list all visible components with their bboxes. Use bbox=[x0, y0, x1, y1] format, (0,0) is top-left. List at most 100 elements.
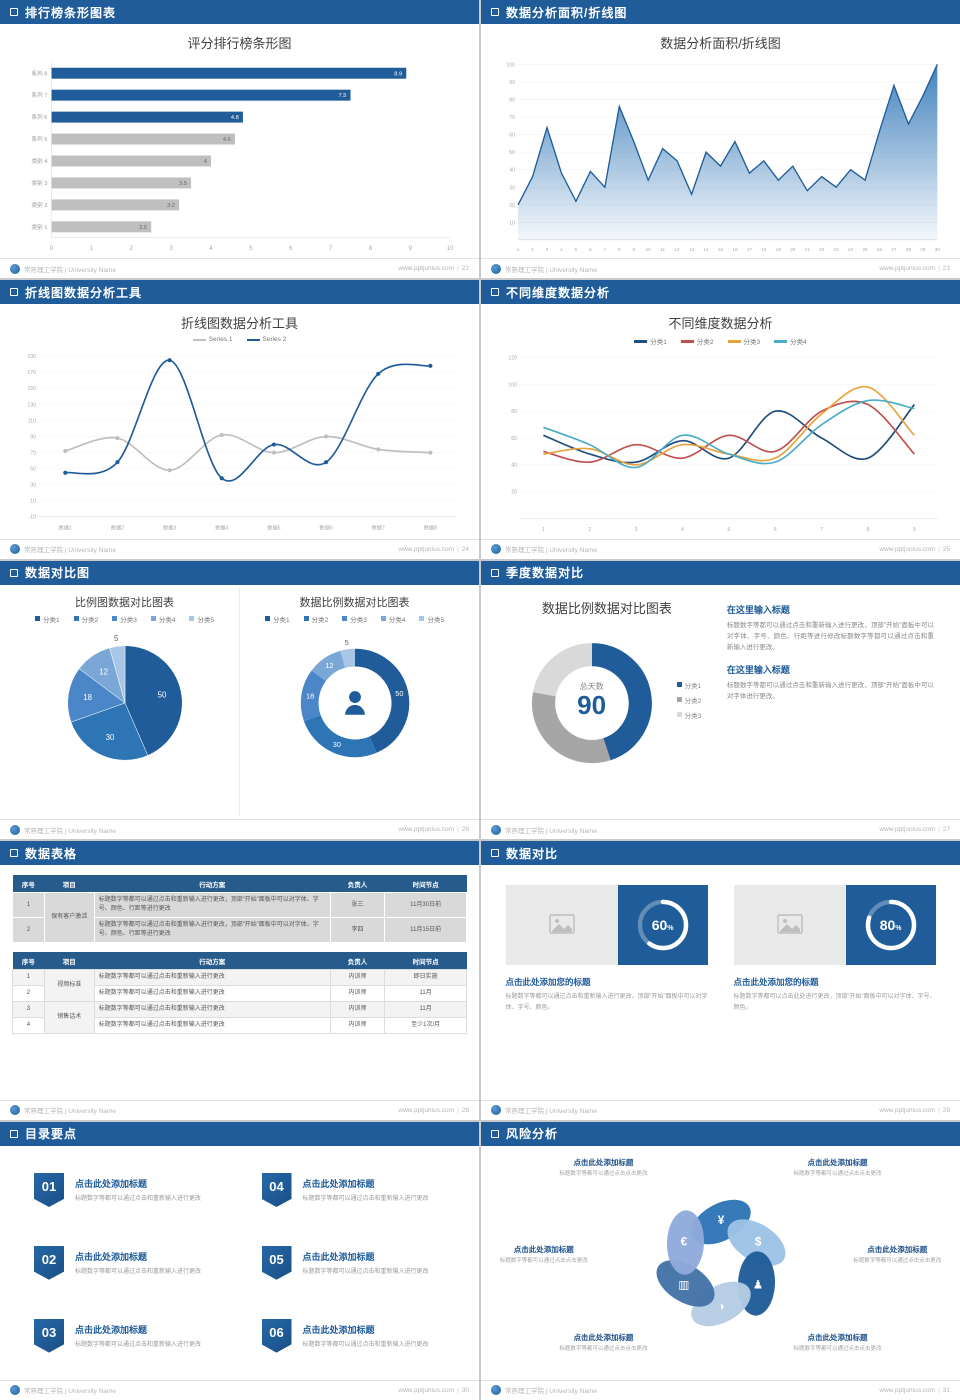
slide-tables: 数据表格 序号 项目 行动方案 负责人 时间节点 1 保有客户激活 bbox=[0, 841, 479, 1120]
legend-item: 分类1 bbox=[34, 614, 60, 624]
legend-label: 分类2 bbox=[684, 697, 702, 705]
risk-caption: 标题数字等都可以通过点击点击更改 bbox=[853, 1258, 942, 1265]
svg-text:23: 23 bbox=[834, 247, 840, 252]
svg-text:5: 5 bbox=[344, 638, 348, 647]
svg-text:1: 1 bbox=[90, 245, 94, 252]
cat3-swatch bbox=[727, 340, 741, 343]
page-number: 28 bbox=[461, 1106, 469, 1114]
slide-area-chart: 数据分析面积/折线图 数据分析面积/折线图 10 20 30 40 50 60 70 80 90… bbox=[481, 0, 960, 279]
svg-text:10: 10 bbox=[509, 220, 515, 226]
svg-text:10: 10 bbox=[30, 499, 36, 505]
svg-text:150: 150 bbox=[27, 387, 36, 393]
svg-text:数据1: 数据1 bbox=[59, 524, 72, 532]
slide-footer: 常熟理工学院 | University Name www.pptjunius.c… bbox=[481, 1379, 960, 1400]
risk-label: 点击此处添加标题 标题数字等都可以通过点击点击更改 bbox=[491, 1244, 597, 1265]
legend-label: 分类3 bbox=[684, 712, 702, 720]
cell-owner: 内训师 bbox=[329, 985, 386, 1003]
risk-label: 点击此处添加标题 标题数字等都可以通过点击点击更改 bbox=[766, 1157, 908, 1178]
cell-plan: 标题数字等都可以通过点击和重新输入进行更改 bbox=[93, 1001, 331, 1019]
svg-text:3: 3 bbox=[546, 247, 549, 252]
svg-text:2: 2 bbox=[130, 245, 134, 252]
website: www.pptjunius.com bbox=[398, 545, 455, 553]
svg-text:5: 5 bbox=[249, 245, 253, 252]
risk-caption: 标题数字等都可以通过点击点击更改 bbox=[559, 1345, 648, 1352]
legend-item: 分类5 bbox=[419, 614, 444, 624]
cell-owner: 张三 bbox=[329, 892, 386, 919]
block-body: 标题数字等都可以通过点击和重新输入进行更改，顶部“开始”面板中可以对字体、字号、… bbox=[726, 621, 934, 651]
svg-text:30: 30 bbox=[509, 185, 515, 191]
cell-plan: 标题数字等都可以通过点击和重新输入进行更改 bbox=[93, 1017, 331, 1035]
svg-text:130: 130 bbox=[27, 403, 36, 409]
legend-label: 分类4 bbox=[388, 616, 406, 624]
legend-item: 分类2 bbox=[73, 614, 99, 624]
website: www.pptjunius.com bbox=[398, 1106, 455, 1114]
svg-text:6: 6 bbox=[774, 527, 777, 533]
risk-label: 点击此处添加标题 标题数字等都可以通过点击点击更改 bbox=[532, 1157, 674, 1178]
school-logo bbox=[10, 824, 20, 835]
footer-separator: | bbox=[938, 826, 940, 834]
col-header: 项目 bbox=[44, 952, 95, 970]
progress-ring-box: 60% bbox=[617, 885, 708, 966]
block-body: 标题数字等都可以通过点击和重新输入进行更改，顶部“开始”面板中可以对字体进行更改… bbox=[726, 681, 934, 700]
risk-label: 点击此处添加标题 标题数字等都可以通过点击点击更改 bbox=[844, 1244, 950, 1265]
table-row: 1 保有客户激活 标题数字等都可以通过点击和重新输入进行更改，顶部“开始”面板中… bbox=[12, 892, 467, 944]
toc-item: 06 点击此处添加标题 标题数字等都可以通过点击和重新输入进行更改 bbox=[261, 1301, 446, 1370]
svg-text:9: 9 bbox=[913, 527, 916, 533]
svg-text:110: 110 bbox=[28, 419, 36, 425]
multiline-chart: 20 40 60 80 100 120 1 2 3 4 5 6 7 8 9 bbox=[508, 356, 938, 533]
chart-title: 数据比例数据对比图表 bbox=[299, 596, 410, 609]
svg-text:3.2: 3.2 bbox=[167, 203, 175, 209]
svg-text:6: 6 bbox=[289, 245, 293, 252]
window-icon bbox=[491, 568, 499, 577]
window-icon bbox=[10, 849, 18, 858]
cell-deadline: 11月15日前 bbox=[384, 917, 467, 944]
legend-label: Series 1 bbox=[208, 336, 233, 344]
slide-header: 不同维度数据分析 bbox=[481, 280, 960, 305]
svg-text:28: 28 bbox=[906, 247, 912, 252]
progress-unit: % bbox=[667, 925, 674, 933]
svg-text:50: 50 bbox=[157, 691, 166, 700]
slide-header: 季度数据对比 bbox=[481, 560, 960, 585]
legend-label: 分类2 bbox=[81, 616, 99, 624]
svg-text:24: 24 bbox=[848, 247, 854, 252]
risk-title: 点击此处添加标题 bbox=[573, 1157, 634, 1167]
svg-text:90: 90 bbox=[30, 435, 36, 441]
legend-label: 分类1 bbox=[272, 616, 290, 624]
legend-label: 分类3 bbox=[350, 616, 367, 624]
line-chart: -10 10 30 50 70 90 110 130 150 170 190 数据1 数据2 数据3 数据4… bbox=[27, 354, 457, 532]
svg-text:4: 4 bbox=[204, 159, 207, 165]
svg-text:12: 12 bbox=[325, 661, 333, 670]
slide-header: 数据表格 bbox=[0, 841, 479, 866]
svg-text:数据4: 数据4 bbox=[215, 524, 228, 532]
cell-deadline: 11月 bbox=[384, 1001, 467, 1019]
slide-footer: 常熟理工学院 | University Name www.pptjunius.c… bbox=[0, 1099, 479, 1120]
svg-text:系列 6: 系列 6 bbox=[31, 113, 47, 121]
cell-deadline: 即日实施 bbox=[384, 969, 467, 987]
svg-text:6: 6 bbox=[589, 247, 592, 252]
progress-number: 60 bbox=[651, 917, 668, 934]
card-title: 点击此处添加您的标题 bbox=[505, 977, 591, 988]
svg-text:60: 60 bbox=[511, 436, 517, 442]
cell-owner: 李四 bbox=[329, 917, 386, 944]
school-name: 常熟理工学院 | University Name bbox=[24, 827, 116, 835]
table-row: 2 标题数字等都可以通过点击和重新输入进行更改 内训师 11月 bbox=[12, 985, 467, 1003]
svg-text:12: 12 bbox=[99, 667, 108, 676]
school-name: 常熟理工学院 | University Name bbox=[505, 266, 597, 274]
svg-text:19: 19 bbox=[776, 247, 782, 252]
footer-separator: | bbox=[457, 545, 459, 553]
cell-owner: 内训师 bbox=[329, 1017, 386, 1035]
toc-title: 点击此处添加标题 bbox=[302, 1179, 375, 1190]
window-icon bbox=[10, 1129, 18, 1138]
pinwheel-diagram: ¥ $ ♟ ◑ ▥ € bbox=[656, 1199, 785, 1326]
legend-label: 分类5 bbox=[427, 616, 445, 624]
svg-text:10: 10 bbox=[447, 245, 454, 252]
svg-text:数据7: 数据7 bbox=[372, 524, 385, 532]
cat1-swatch bbox=[676, 682, 682, 688]
cell-index: 2 bbox=[12, 985, 45, 1003]
card-title: 点击此处添加您的标题 bbox=[733, 977, 819, 988]
cat1-swatch bbox=[264, 616, 270, 622]
legend-label: 分类3 bbox=[743, 339, 761, 347]
slide-header: 数据对比 bbox=[481, 841, 960, 866]
slide-header: 数据分析面积/折线图 bbox=[481, 0, 960, 24]
